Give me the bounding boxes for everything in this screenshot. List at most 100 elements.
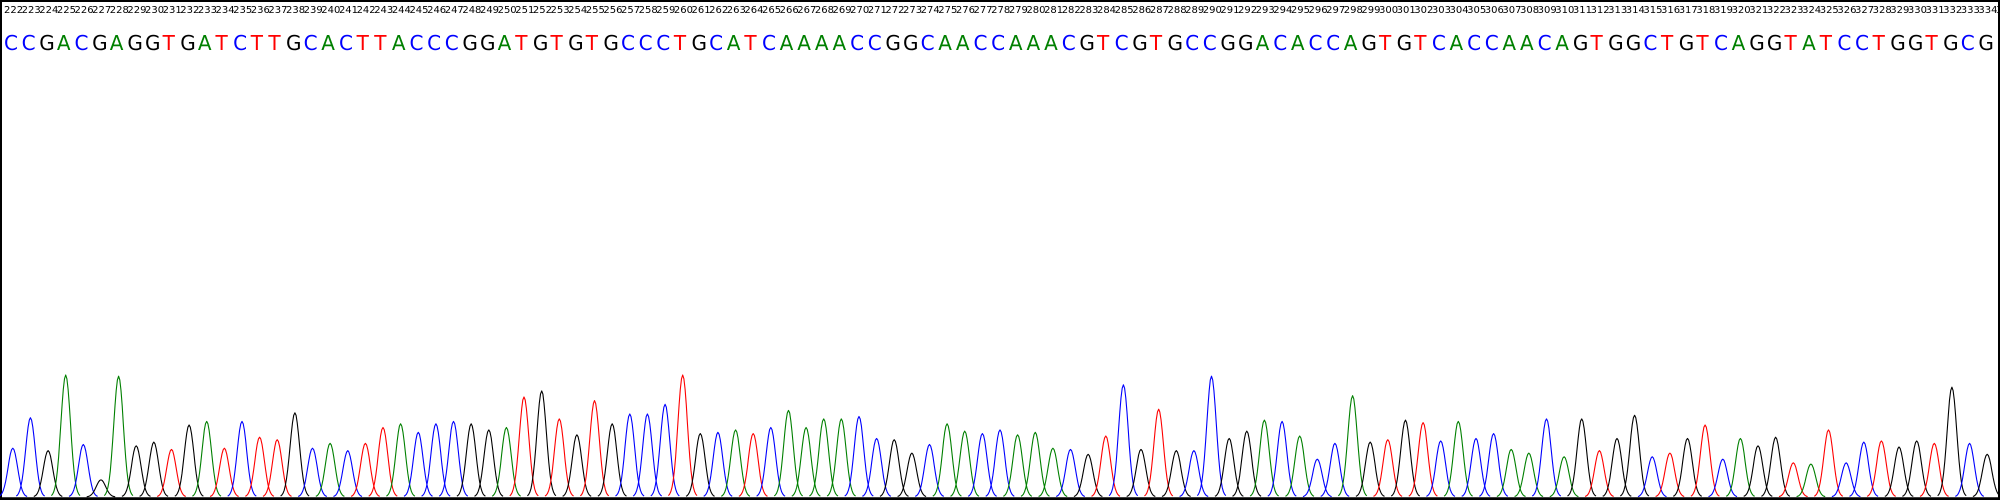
base-call: T (514, 31, 528, 55)
base-call: G (180, 31, 196, 55)
base-call: T (1872, 31, 1886, 55)
position-label: 244 (392, 5, 411, 16)
position-label: 252 (533, 5, 552, 16)
base-call: A (321, 31, 335, 55)
base-call: T (356, 31, 370, 55)
base-call: T (1590, 31, 1604, 55)
trace-peak (1108, 384, 1139, 497)
base-call: T (267, 31, 281, 55)
base-call: C (1485, 31, 1499, 55)
trace-peak (297, 447, 328, 497)
base-call: C (445, 31, 459, 55)
trace-peak (985, 429, 1015, 497)
position-label: 294 (1273, 5, 1292, 16)
position-label: 222 (4, 5, 23, 16)
trace-peak (1126, 448, 1156, 497)
position-label: 325 (1820, 5, 1839, 16)
position-label: 295 (1291, 5, 1310, 16)
trace-peak (1479, 433, 1509, 497)
base-call: G (92, 31, 108, 55)
base-call: T (373, 31, 387, 55)
trace-peak (421, 423, 451, 497)
trace-peak (1514, 452, 1544, 498)
base-call: A (110, 31, 124, 55)
position-label: 269 (833, 5, 852, 16)
position-label: 268 (815, 5, 834, 16)
base-call: C (974, 31, 988, 55)
position-label: 230 (145, 5, 164, 16)
position-label: 320 (1732, 5, 1751, 16)
position-label: 274 (921, 5, 940, 16)
trace-peak (950, 430, 980, 497)
position-label: 262 (709, 5, 728, 16)
base-call: T (585, 31, 599, 55)
trace-peak (862, 437, 892, 497)
base-call: T (1695, 31, 1709, 55)
trace-peak (1708, 458, 1738, 498)
base-call: G (533, 31, 549, 55)
position-label: 293 (1256, 5, 1275, 16)
trace-peak (33, 450, 63, 497)
trace-peak (650, 403, 680, 497)
trace-peak (703, 431, 733, 497)
trace-peak (1831, 462, 1861, 498)
base-call: A (1802, 31, 1816, 55)
base-call: C (427, 31, 441, 55)
trace-peak (1232, 430, 1262, 497)
trace-peak (1267, 420, 1297, 497)
trace-peak (333, 450, 363, 497)
trace-peak (1672, 437, 1703, 497)
position-label: 260 (674, 5, 693, 16)
position-label: 279 (1009, 5, 1028, 16)
base-call: A (1732, 31, 1746, 55)
trace-peak (491, 426, 522, 497)
trace-peak (1866, 440, 1896, 497)
trace-peak (1955, 442, 1985, 497)
trace-peak (1179, 450, 1209, 497)
position-label: 225 (57, 5, 76, 16)
trace-peak (527, 390, 557, 497)
position-label: 228 (110, 5, 129, 16)
base-call: G (1890, 31, 1906, 55)
base-call: C (409, 31, 423, 55)
trace-peak (914, 443, 945, 497)
base-call: G (145, 31, 161, 55)
base-call: C (868, 31, 882, 55)
position-label: 284 (1097, 5, 1116, 16)
trace-peak (350, 442, 380, 497)
trace-peak (879, 439, 909, 497)
base-call: T (250, 31, 264, 55)
trace-peak (932, 423, 962, 497)
trace-peak (0, 447, 28, 497)
position-label: 287 (1150, 5, 1169, 16)
position-label: 315 (1643, 5, 1662, 16)
base-call: G (903, 31, 919, 55)
base-call: C (1185, 31, 1199, 55)
base-call: T (215, 31, 229, 55)
position-label: 223 (22, 5, 41, 16)
trace-peak (456, 423, 486, 497)
trace-peak (245, 436, 275, 497)
trace-peak (597, 423, 627, 497)
position-label: 261 (692, 5, 711, 16)
position-label: 232 (180, 5, 199, 16)
base-call: C (1855, 31, 1869, 55)
base-call: G (603, 31, 619, 55)
trace-peak (967, 433, 997, 497)
base-call: A (815, 31, 829, 55)
base-call: A (1450, 31, 1464, 55)
base-call: C (339, 31, 353, 55)
base-call: C (656, 31, 670, 55)
trace-peak (227, 420, 257, 497)
position-label: 305 (1467, 5, 1486, 16)
base-call: G (1626, 31, 1642, 55)
position-label: 240 (321, 5, 340, 16)
position-label: 306 (1485, 5, 1504, 16)
base-call: C (1714, 31, 1728, 55)
base-call: C (1203, 31, 1217, 55)
trace-peak (1408, 422, 1438, 497)
base-call: G (1220, 31, 1236, 55)
